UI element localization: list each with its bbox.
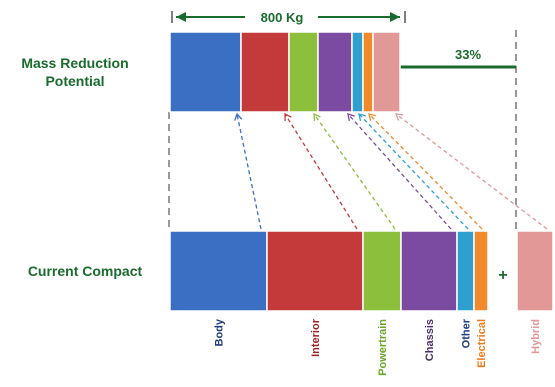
connector-arrow-electrical	[368, 113, 376, 121]
current-compact-label: Current Compact	[27, 263, 143, 279]
bracket-arrow-left	[176, 12, 186, 22]
connector-chassis	[347, 113, 452, 230]
current-bar-hybrid	[516, 230, 554, 312]
connector-arrow-interior	[284, 112, 292, 122]
connector-electrical	[368, 113, 483, 230]
bottom-bars	[169, 230, 554, 312]
reduction-bar-interior	[240, 31, 290, 113]
current-bar-chassis	[400, 230, 458, 312]
connector-powertrain	[313, 113, 396, 230]
percent-label: 33%	[455, 47, 481, 62]
top-bars	[169, 31, 401, 113]
connector-arrow-chassis	[347, 113, 355, 121]
category-label-interior: Interior	[310, 318, 322, 357]
reduction-bar-chassis	[317, 31, 353, 113]
connector-arrow-hybrid	[394, 113, 404, 121]
category-label-other: Other	[461, 318, 473, 348]
current-bar-body	[169, 230, 268, 312]
reduction-bar-powertrain	[288, 31, 319, 113]
reduction-bar-body	[169, 31, 242, 113]
reduction-bar-other	[351, 31, 364, 113]
connector-other	[358, 113, 469, 230]
plus-box	[490, 232, 516, 310]
category-label-body: Body	[214, 318, 226, 346]
category-label-chassis: Chassis	[424, 319, 436, 361]
mass-reduction-label: Mass Reduction Potential	[21, 55, 129, 89]
bracket-label: 800 Kg	[261, 10, 304, 25]
connector-arrow-body	[234, 112, 243, 121]
current-bar-electrical	[473, 230, 489, 312]
connector-body	[236, 113, 262, 230]
connector-hybrid	[395, 113, 548, 230]
connector-arrow-powertrain	[313, 112, 321, 122]
reduction-bar-hybrid	[372, 31, 401, 113]
current-bar-interior	[266, 230, 364, 312]
category-labels: Body Interior Powertrain Chassis Other Electr…	[214, 318, 543, 376]
connector-arrow-other	[358, 113, 366, 121]
current-bar-other	[456, 230, 475, 312]
category-label-hybrid: Hybrid	[530, 319, 542, 354]
category-label-electrical: Electrical	[476, 319, 488, 368]
reduction-bar-electrical	[362, 31, 374, 113]
connectors	[234, 112, 548, 230]
connector-interior	[284, 113, 358, 230]
category-label-powertrain: Powertrain	[377, 319, 389, 376]
plus-label: +	[498, 267, 507, 284]
current-bar-powertrain	[362, 230, 402, 312]
bracket-arrow-right	[390, 12, 400, 22]
